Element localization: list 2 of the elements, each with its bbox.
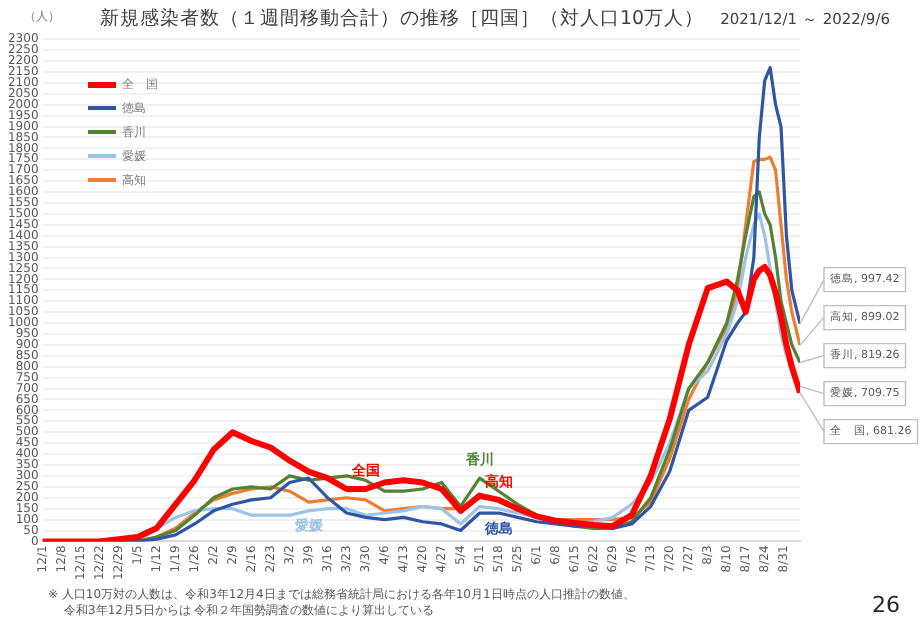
text: 26 [872,592,900,618]
chart-title: 新規感染者数（１週間移動合計）の推移［四国］（対人口10万人） [100,8,705,30]
